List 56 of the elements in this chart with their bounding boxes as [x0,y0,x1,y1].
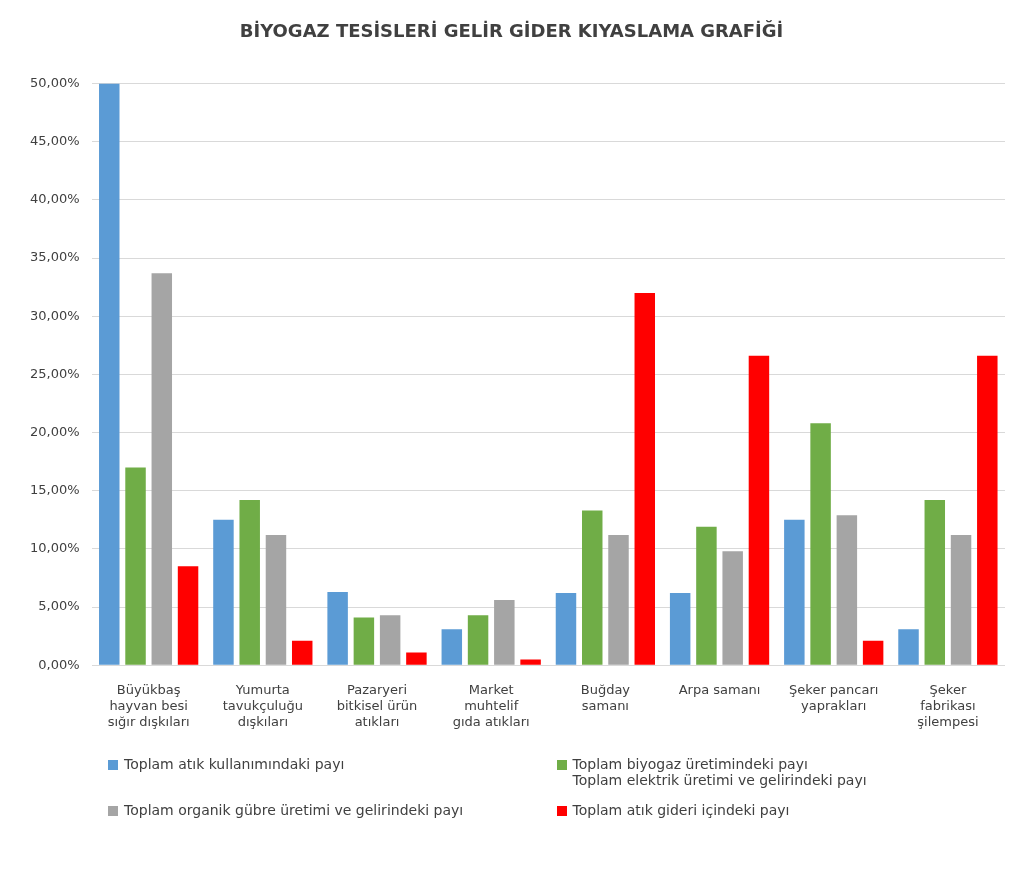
bar [977,355,998,665]
bar [406,652,427,665]
legend-label: Toplam organik gübre üretimi ve gelirindeki payı [124,802,464,818]
bar [582,510,603,665]
bar [898,629,919,665]
y-tick-label: 5,00% [38,598,80,614]
y-tick-label: 10,00% [29,540,80,556]
bar [151,273,173,665]
bar [494,600,515,665]
bar [265,534,287,665]
bar [520,659,541,665]
bar [836,515,858,665]
y-tick-label: 45,00% [29,133,80,149]
bar [784,519,805,665]
bar [239,500,260,665]
chart-title: BİYOGAZ TESİSLERİ GELİR GİDER KIYASLAMA GRAFİĞİ [239,20,784,42]
bar [924,500,946,665]
y-tick-label: 15,00% [29,482,80,498]
bar [125,467,146,665]
bar [862,640,884,665]
bar [467,615,489,665]
x-tick-label: Şeker fabrikası şilempesi [917,682,979,729]
y-tick-label: 20,00% [29,423,80,439]
bar [213,519,234,665]
bar [634,292,656,665]
bar [748,355,770,665]
bar [291,640,313,665]
bar [810,423,831,665]
bar [669,593,691,665]
y-tick-label: 35,00% [29,249,80,265]
x-tick-label: Şeker pancarı yaprakları [789,682,879,713]
bar [722,551,743,665]
x-tick-label: Pazaryeri bitkisel ürün atıkları [336,682,418,729]
y-tick-label: 50,00% [29,74,80,90]
y-tick-label: 25,00% [29,365,80,381]
bar [555,593,577,665]
x-tick-label: Market muhtelif gıda atıkları [452,682,530,729]
x-tick-label: Büyükbaş hayvan besi sığır dışkıları [107,682,190,729]
bar [177,566,199,665]
bar [441,629,463,665]
bar [353,617,375,665]
y-tick-label: 0,00% [38,656,80,672]
bar [950,534,972,665]
bar [608,534,629,665]
y-tick-label: 40,00% [29,191,80,207]
legend-label: Toplam atık gideri içindeki payı [572,802,790,818]
x-tick-label: Yumurta tavukçuluğu dışkıları [222,682,303,729]
bar [379,615,401,665]
bar [696,526,717,665]
legend-label: Toplam biyogaz üretimindeki payı Toplam elektrik üretimi ve gelirindeki payı [572,756,867,788]
x-tick-label: Arpa samanı [678,682,761,698]
x-tick-label: Buğday samanı [580,682,631,713]
bar [327,591,348,665]
legend-label: Toplam atık kullanımındaki payı [124,756,345,772]
y-tick-label: 30,00% [29,307,80,323]
bar [99,83,120,665]
